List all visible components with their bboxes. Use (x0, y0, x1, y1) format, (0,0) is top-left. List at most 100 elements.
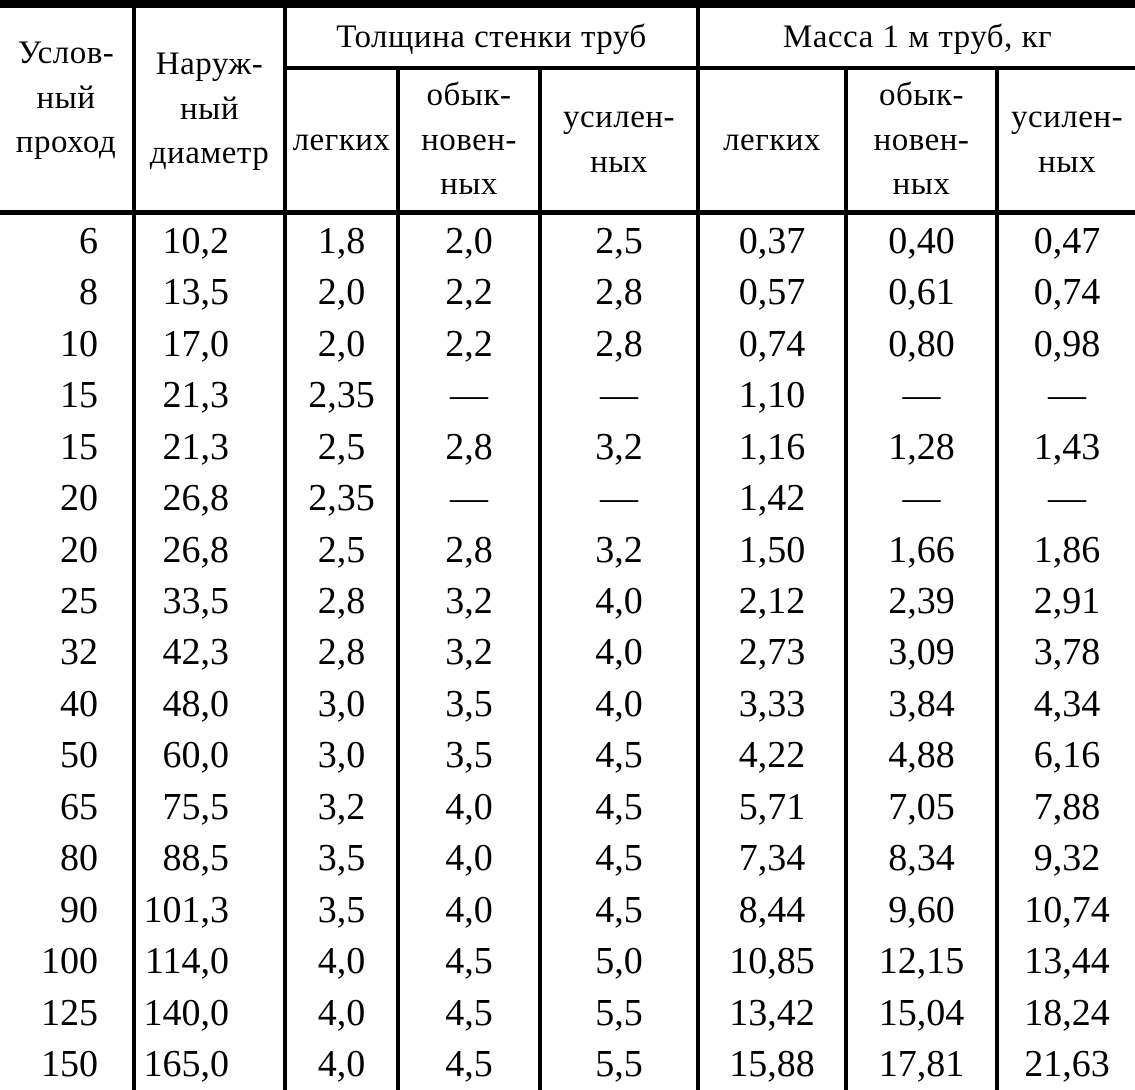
table-cell: 6 (0, 215, 136, 267)
header-sub-row: легких обык- новен- ных усилен- ных легк… (0, 70, 1135, 215)
header-nominal-bore: Услов- ный проход (0, 8, 136, 215)
table-cell: 4,0 (542, 575, 701, 627)
table-cell: 165,0 (136, 1038, 287, 1090)
table-cell: — (400, 472, 542, 524)
table-cell: 1,8 (287, 215, 400, 267)
table-cell: 0,37 (700, 215, 849, 267)
table-cell: 1,66 (848, 523, 1000, 576)
table-cell: 4,88 (848, 729, 1000, 782)
table-cell: 1,43 (1033, 425, 1101, 468)
table-cell: 21,3 (136, 369, 287, 421)
header-mass-reinforced: усилен- ных (999, 70, 1135, 215)
table-cell: 2,0 (287, 266, 400, 318)
table-cell: 3,84 (848, 678, 1000, 730)
table-row: 125 140,0 4,0 4,5 5,5 13,42 15,04 18,24 (0, 987, 1135, 1039)
table-row: 90 101,3 3,5 4,0 4,5 8,44 9,60 10,74 (0, 884, 1135, 936)
table-cell: 2,39 (848, 575, 1000, 627)
table-cell: 3,2 (542, 523, 701, 576)
table-cell: 1,50 (700, 523, 849, 576)
table-cell: 4,0 (287, 935, 400, 988)
table-cell: 3,2 (400, 626, 542, 679)
table-cell: 1,86 (1033, 528, 1101, 571)
table-cell: 4,0 (542, 678, 701, 730)
table-cell: 0,40 (848, 215, 1000, 267)
table-cell: 4,5 (400, 1038, 542, 1090)
table-cell: 4,5 (542, 781, 701, 833)
table-cell: 114,0 (136, 935, 287, 988)
header-outer-diameter: Наруж- ный диаметр (136, 8, 287, 215)
table-cell: 9,32 (1033, 837, 1101, 880)
table-body: 6 10,2 1,8 2,0 2,5 0,37 0,40 0,47 8 13,5 2,0 2,2 2,8… (0, 215, 1135, 1090)
table-cell: — (542, 369, 701, 421)
table-cell: 26,8 (136, 472, 287, 524)
table-cell: 1,16 (700, 420, 849, 473)
table-cell: 75,5 (136, 781, 287, 833)
table-cell: 4,0 (400, 884, 542, 936)
table-cell: 3,0 (287, 678, 400, 730)
table-cell: 3,0 (287, 729, 400, 782)
table-cell: 9,60 (848, 884, 1000, 936)
table-cell: 3,09 (848, 626, 1000, 679)
table-cell: 80 (0, 832, 136, 885)
table-cell: 2,0 (400, 215, 542, 267)
table-cell: 125 (0, 987, 136, 1039)
table-cell: — (1048, 477, 1087, 520)
table-cell: 3,2 (542, 420, 701, 473)
table-cell: 4,0 (400, 781, 542, 833)
table-cell: 15 (0, 369, 136, 421)
table-cell: 20 (0, 523, 136, 576)
table-row: 15 21,3 2,35— —1,10— — (0, 369, 1135, 421)
header-group-mass: Масса 1 м труб, кг (700, 8, 1135, 70)
table-cell: 60,0 (136, 729, 287, 782)
table-cell: 10,2 (136, 215, 287, 267)
table-cell: 2,35 (287, 472, 400, 524)
table-cell: 3,78 (1033, 631, 1101, 674)
table-cell: 26,8 (136, 523, 287, 576)
table-row: 40 48,0 3,0 3,5 4,0 3,33 3,84 4,34 (0, 678, 1135, 730)
table-cell: 10 (0, 317, 136, 370)
table-cell: 2,8 (400, 523, 542, 576)
table-cell: 13,44 (1024, 940, 1110, 983)
table-cell: 20 (0, 472, 136, 524)
table-cell: 17,81 (848, 1038, 1000, 1090)
table-cell: 12,15 (848, 935, 1000, 988)
table-cell: 0,98 (1033, 322, 1101, 365)
table-cell: — (542, 472, 701, 524)
table-cell: 8 (0, 266, 136, 318)
table-cell: 2,8 (287, 626, 400, 679)
table-cell: 25 (0, 575, 136, 627)
table-cell: 5,71 (700, 781, 849, 833)
table-cell: 7,88 (1033, 785, 1101, 828)
table-row: 32 42,3 2,8 3,2 4,0 2,73 3,09 3,78 (0, 626, 1135, 679)
table-cell: 8,44 (700, 884, 849, 936)
table-cell: 32 (0, 626, 136, 679)
table-row: 6 10,2 1,8 2,0 2,5 0,37 0,40 0,47 (0, 215, 1135, 267)
table-cell: 4,0 (287, 987, 400, 1039)
table-cell: 48,0 (136, 678, 287, 730)
table-cell: 5,0 (542, 935, 701, 988)
table-cell: 40 (0, 678, 136, 730)
table-row: 20 26,8 2,5 2,8 3,2 1,50 1,66 1,86 (0, 523, 1135, 576)
table-cell: — (1048, 374, 1087, 417)
table-cell: 4,5 (542, 832, 701, 885)
table-cell: 5,5 (542, 987, 701, 1039)
table-cell: 88,5 (136, 832, 287, 885)
table-cell: 0,61 (848, 266, 1000, 318)
table-cell: 150 (0, 1038, 136, 1090)
table-cell: 2,8 (400, 420, 542, 473)
table-cell: 140,0 (136, 987, 287, 1039)
table-cell: 0,74 (1033, 271, 1101, 314)
table-cell: 50 (0, 729, 136, 782)
table-row: 10 17,0 2,0 2,2 2,8 0,74 0,80 0,98 (0, 317, 1135, 370)
table-cell: 3,2 (287, 781, 400, 833)
table-cell: 15 (0, 420, 136, 473)
table-cell: 33,5 (136, 575, 287, 627)
header-mass-light: легких (700, 70, 849, 215)
table-cell: 2,8 (542, 266, 701, 318)
table-cell: 7,05 (848, 781, 1000, 833)
table-cell: 2,8 (287, 575, 400, 627)
table-cell: 65 (0, 781, 136, 833)
table-row: 25 33,5 2,8 3,2 4,0 2,12 2,39 2,91 (0, 575, 1135, 627)
table-row: 50 60,0 3,0 3,5 4,5 4,22 4,88 6,16 (0, 729, 1135, 782)
